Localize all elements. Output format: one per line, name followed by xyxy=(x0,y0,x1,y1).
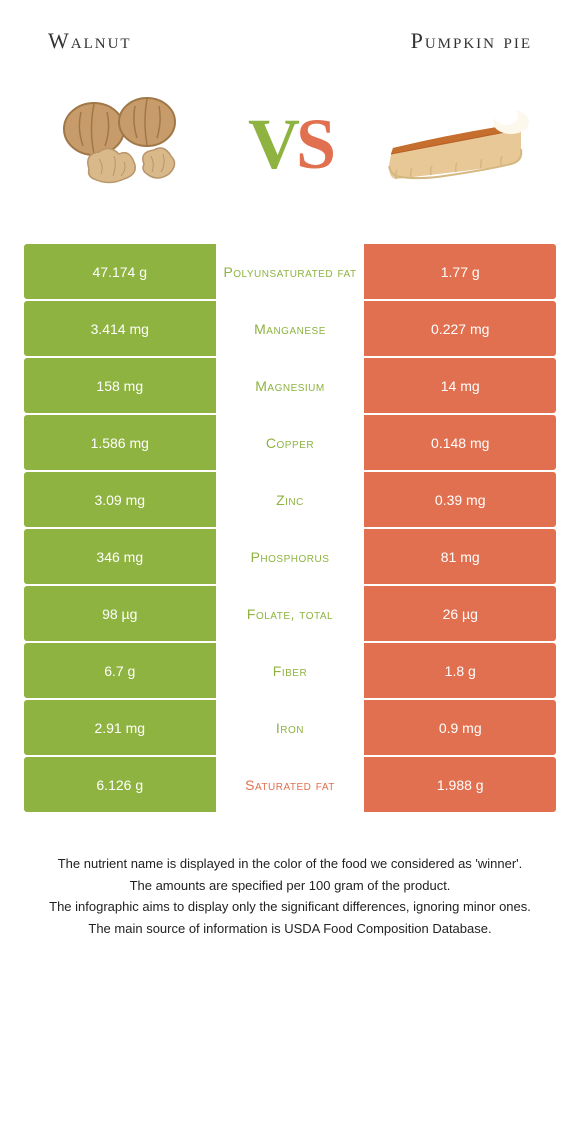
nutrient-label: Fiber xyxy=(216,643,365,698)
value-left: 47.174 g xyxy=(24,244,216,299)
table-row: 346 mgPhosphorus81 mg xyxy=(24,529,556,584)
nutrient-label: Phosphorus xyxy=(216,529,365,584)
value-left: 3.09 mg xyxy=(24,472,216,527)
value-right: 1.988 g xyxy=(364,757,556,812)
table-row: 6.126 gSaturated fat1.988 g xyxy=(24,757,556,812)
footer-line: The amounts are specified per 100 gram o… xyxy=(40,876,540,896)
value-right: 0.148 mg xyxy=(364,415,556,470)
nutrient-label: Zinc xyxy=(216,472,365,527)
value-right: 0.39 mg xyxy=(364,472,556,527)
comparison-table: 47.174 gPolyunsaturated fat1.77 g3.414 m… xyxy=(0,244,580,812)
value-left: 6.126 g xyxy=(24,757,216,812)
value-left: 346 mg xyxy=(24,529,216,584)
nutrient-label: Manganese xyxy=(216,301,365,356)
nutrient-label: Iron xyxy=(216,700,365,755)
nutrient-label: Magnesium xyxy=(216,358,365,413)
table-row: 6.7 gFiber1.8 g xyxy=(24,643,556,698)
nutrient-label: Folate, total xyxy=(216,586,365,641)
title-row: Walnut Pumpkin pie xyxy=(0,0,580,54)
value-right: 1.77 g xyxy=(364,244,556,299)
value-right: 26 µg xyxy=(364,586,556,641)
vs-v: V xyxy=(248,108,296,180)
footer-notes: The nutrient name is displayed in the co… xyxy=(0,814,580,938)
nutrient-label: Polyunsaturated fat xyxy=(216,244,365,299)
table-row: 3.09 mgZinc0.39 mg xyxy=(24,472,556,527)
table-row: 158 mgMagnesium14 mg xyxy=(24,358,556,413)
value-left: 6.7 g xyxy=(24,643,216,698)
table-row: 47.174 gPolyunsaturated fat1.77 g xyxy=(24,244,556,299)
value-left: 98 µg xyxy=(24,586,216,641)
vs-s: S xyxy=(296,108,332,180)
title-right: Pumpkin pie xyxy=(411,28,532,54)
value-right: 81 mg xyxy=(364,529,556,584)
value-left: 3.414 mg xyxy=(24,301,216,356)
value-right: 0.227 mg xyxy=(364,301,556,356)
vs-label: VS xyxy=(248,108,332,180)
table-row: 98 µgFolate, total26 µg xyxy=(24,586,556,641)
value-left: 1.586 mg xyxy=(24,415,216,470)
value-right: 0.9 mg xyxy=(364,700,556,755)
hero-row: VS xyxy=(0,54,580,244)
nutrient-label: Saturated fat xyxy=(216,757,365,812)
table-row: 1.586 mgCopper0.148 mg xyxy=(24,415,556,470)
footer-line: The nutrient name is displayed in the co… xyxy=(40,854,540,874)
nutrient-label: Copper xyxy=(216,415,365,470)
table-row: 3.414 mgManganese0.227 mg xyxy=(24,301,556,356)
value-left: 158 mg xyxy=(24,358,216,413)
footer-line: The main source of information is USDA F… xyxy=(40,919,540,939)
title-left: Walnut xyxy=(48,28,132,54)
value-left: 2.91 mg xyxy=(24,700,216,755)
value-right: 1.8 g xyxy=(364,643,556,698)
walnut-image xyxy=(39,84,209,204)
table-row: 2.91 mgIron0.9 mg xyxy=(24,700,556,755)
footer-line: The infographic aims to display only the… xyxy=(40,897,540,917)
pumpkin-pie-image xyxy=(371,84,541,204)
value-right: 14 mg xyxy=(364,358,556,413)
